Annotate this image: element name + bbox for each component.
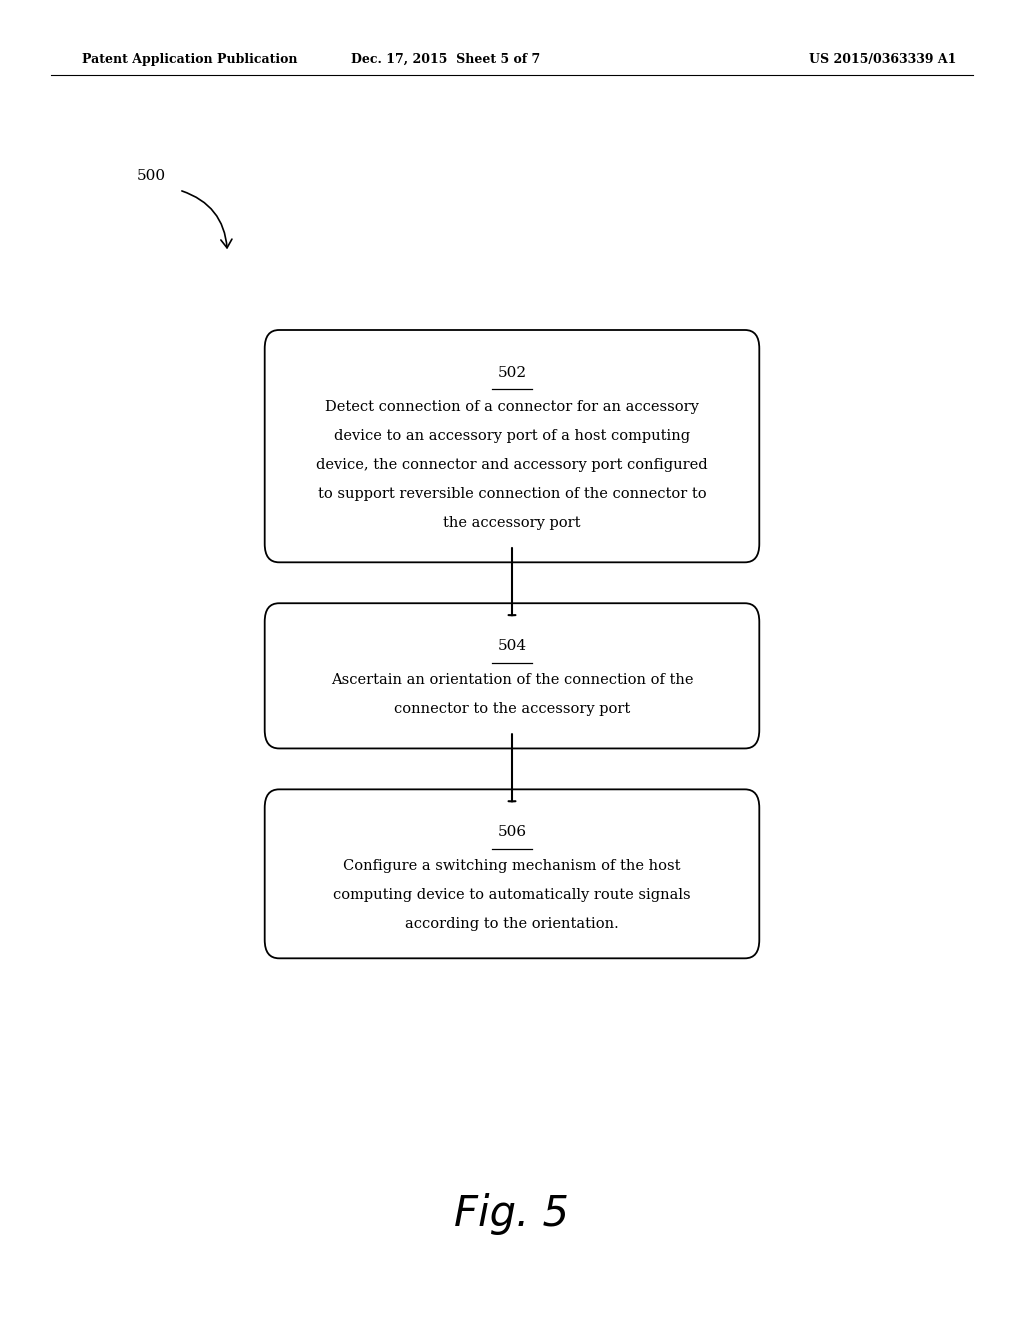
FancyArrowPatch shape: [182, 191, 231, 248]
Text: computing device to automatically route signals: computing device to automatically route …: [333, 888, 691, 903]
Text: to support reversible connection of the connector to: to support reversible connection of the …: [317, 487, 707, 502]
Text: according to the orientation.: according to the orientation.: [406, 917, 618, 932]
Text: 502: 502: [498, 366, 526, 380]
Text: 506: 506: [498, 825, 526, 840]
FancyBboxPatch shape: [264, 330, 760, 562]
Text: Configure a switching mechanism of the host: Configure a switching mechanism of the h…: [343, 859, 681, 874]
Text: US 2015/0363339 A1: US 2015/0363339 A1: [809, 53, 956, 66]
FancyBboxPatch shape: [264, 789, 760, 958]
Text: connector to the accessory port: connector to the accessory port: [394, 702, 630, 717]
Text: Ascertain an orientation of the connection of the: Ascertain an orientation of the connecti…: [331, 673, 693, 688]
Text: device, the connector and accessory port configured: device, the connector and accessory port…: [316, 458, 708, 473]
Text: Dec. 17, 2015  Sheet 5 of 7: Dec. 17, 2015 Sheet 5 of 7: [351, 53, 540, 66]
Text: device to an accessory port of a host computing: device to an accessory port of a host co…: [334, 429, 690, 444]
Text: the accessory port: the accessory port: [443, 516, 581, 531]
Text: Detect connection of a connector for an accessory: Detect connection of a connector for an …: [325, 400, 699, 414]
Text: Fig. 5: Fig. 5: [455, 1193, 569, 1236]
FancyBboxPatch shape: [264, 603, 760, 748]
Text: Patent Application Publication: Patent Application Publication: [82, 53, 297, 66]
Text: 500: 500: [137, 169, 166, 183]
Text: 504: 504: [498, 639, 526, 653]
